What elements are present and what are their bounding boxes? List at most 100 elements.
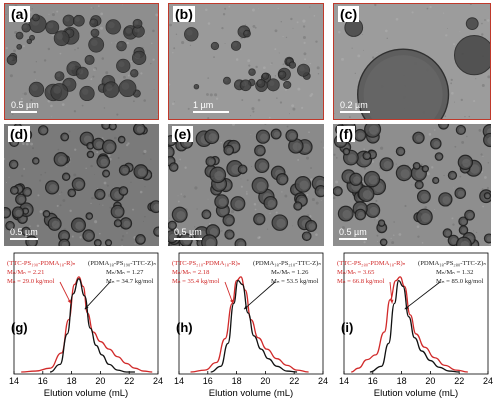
noise-speck <box>258 236 261 239</box>
noise-speck <box>22 93 24 95</box>
noise-speck <box>207 22 211 25</box>
particle-core <box>118 42 123 48</box>
noise-speck <box>363 241 366 244</box>
vesicle-lumen <box>170 223 176 229</box>
particle-core <box>56 33 64 40</box>
noise-speck <box>473 100 476 103</box>
noise-speck <box>208 222 211 225</box>
noise-speck <box>205 8 208 12</box>
vesicle-lumen <box>89 152 93 157</box>
particle-core <box>92 30 96 34</box>
x-tick-label: 18 <box>67 376 77 386</box>
vesicle-lumen <box>168 149 173 157</box>
particle <box>453 34 490 76</box>
noise-speck <box>371 56 375 59</box>
gpc-chart-g: 14 16 18 20 22 24 Elution volume (mL) <box>9 252 163 399</box>
black-title-h: (PDMA₁₈-PS₂₁₀-TTC-Z)ₙ <box>253 260 321 267</box>
vesicle-lumen <box>136 126 144 133</box>
noise-speck <box>280 21 282 23</box>
noise-speck <box>269 116 271 119</box>
noise-speck <box>79 236 82 239</box>
vesicle-lumen <box>219 207 228 215</box>
vesicle-lumen <box>486 236 491 242</box>
noise-speck <box>411 11 414 14</box>
noise-speck <box>43 59 47 62</box>
vesicle-lumen <box>24 209 28 214</box>
noise-speck <box>306 156 310 160</box>
noise-speck <box>117 156 120 159</box>
plot-frame <box>13 252 159 375</box>
scale-bar-f: 0.5 µm <box>339 227 367 240</box>
noise-speck <box>134 243 136 245</box>
noise-speck <box>374 4 377 7</box>
vesicle-lumen <box>20 216 27 222</box>
vesicle-lumen <box>106 143 115 152</box>
noise-speck <box>278 52 280 54</box>
vesicle-lumen <box>12 188 18 194</box>
noise-speck <box>469 4 472 6</box>
noise-speck <box>30 142 33 146</box>
red-gpc-curve <box>190 276 309 373</box>
noise-speck <box>363 167 366 170</box>
panel-label-i: (i) <box>341 320 354 335</box>
x-tick-label: 16 <box>203 376 213 386</box>
vesicle-lumen <box>434 178 438 183</box>
particle-core <box>258 80 262 85</box>
noise-speck <box>155 13 158 17</box>
particle-core <box>75 16 80 22</box>
noise-speck <box>348 116 351 119</box>
plot-frame <box>178 252 324 375</box>
vesicle-lumen <box>88 144 93 149</box>
noise-speck <box>74 148 77 151</box>
x-tick-label: 20 <box>425 376 435 386</box>
noise-speck <box>221 217 223 219</box>
noise-speck <box>416 225 420 228</box>
noise-speck <box>116 113 119 116</box>
vesicle-lumen <box>45 212 49 217</box>
red-pdi-h: Mₙ/Mₙ = 2.18 <box>172 269 210 276</box>
black-arrow-head <box>84 305 89 310</box>
noise-speck <box>5 13 7 15</box>
noise-speck <box>74 49 76 51</box>
vesicle-lumen <box>18 196 25 203</box>
noise-speck <box>282 35 284 38</box>
noise-speck <box>271 62 273 64</box>
noise-speck <box>363 49 365 51</box>
noise-speck <box>451 91 454 95</box>
noise-speck <box>304 58 307 61</box>
vesicle-lumen <box>368 175 378 185</box>
vesicle-lumen <box>123 220 131 228</box>
vesicle-lumen <box>335 188 342 195</box>
particle-core <box>27 39 30 42</box>
scale-bar-d: 0.5 µm <box>10 227 38 240</box>
noise-speck <box>5 181 8 184</box>
vesicle-lumen <box>365 153 370 159</box>
vesicle-lumen <box>104 124 109 128</box>
noise-speck <box>292 107 296 111</box>
noise-speck <box>156 114 158 116</box>
particle-core <box>131 70 136 75</box>
noise-speck <box>351 47 353 49</box>
noise-speck <box>302 25 306 28</box>
vesicle-lumen <box>209 228 218 237</box>
noise-speck <box>175 33 178 35</box>
vesicle-lumen <box>11 162 17 168</box>
vesicle-lumen <box>28 238 36 246</box>
noise-speck <box>99 26 103 30</box>
noise-speck <box>69 209 72 213</box>
noise-speck <box>309 62 312 65</box>
noise-speck <box>59 193 61 195</box>
particle-core <box>290 62 294 66</box>
particle-core <box>33 15 37 19</box>
x-tick-label: 16 <box>368 376 378 386</box>
noise-speck <box>126 41 129 45</box>
noise-speck <box>91 196 94 200</box>
vesicle-lumen <box>122 167 129 174</box>
red-arrow <box>224 281 234 304</box>
vesicle-lumen <box>279 176 287 184</box>
tem-image-e <box>168 124 324 246</box>
noise-speck <box>282 63 285 66</box>
noise-speck <box>213 56 215 59</box>
particle-core <box>239 27 246 33</box>
vesicle-lumen <box>49 184 57 192</box>
